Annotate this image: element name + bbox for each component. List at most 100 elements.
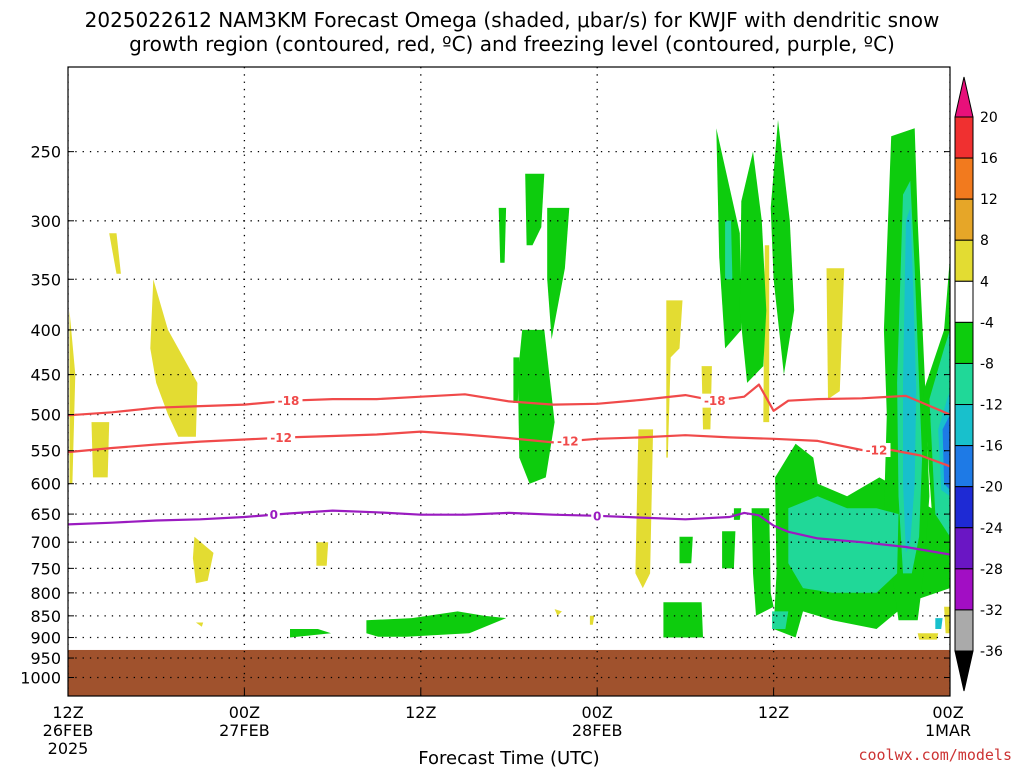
omega-region-8 [589,615,595,625]
omega-region-28 [739,151,767,383]
colorbar-bin-6 [954,321,974,364]
y-tick-label-950: 950 [30,649,61,668]
y-tick-label-450: 450 [30,366,61,385]
contour-label-1-0: -12 [270,431,292,445]
plot-frame [67,66,951,697]
omega-colorbar: 20 16 12 8 4 -4 -8 -12 -16 -20 -24 -28 -32 -36 [954,76,1003,692]
colorbar-tick-11: -28 [980,562,1003,578]
contour-label-0-1: -18 [704,394,726,408]
colorbar-tick-3: 8 [980,233,989,249]
contour-label-1-1: -12 [557,435,579,449]
x-tick-label-2-0: 12Z [405,703,436,722]
colorbar-bin-1 [954,116,974,159]
omega-region-6 [316,542,329,566]
contour-label-1-2: -12 [866,444,888,458]
gridlines [68,67,950,696]
omega-region-23 [663,602,703,638]
contour-label-bg-2-0 [267,507,280,522]
omega-region-15 [944,606,950,634]
contour-dgz-0 [68,383,950,417]
omega-region-19 [547,207,570,340]
omega-region-4 [192,536,214,584]
chart-title-line-2: growth region (contoured, red, ºC) and f… [129,32,895,56]
colorbar-bin-11 [954,527,974,570]
omega-region-7 [554,609,562,616]
x-tick-label-1-1: 27FEB [219,721,270,740]
y-tick-label-700: 700 [30,533,61,552]
y-tick-label-250: 250 [30,143,61,162]
contour-label-bg-0-0 [274,393,303,408]
x-tick-label-3-1: 28FEB [572,721,623,740]
colorbar-bin-10 [954,486,974,529]
x-tick-label-5-1: 1MAR [925,721,971,740]
contour-label-bg-1-1 [553,434,582,449]
contour-label-bg-2-1 [591,508,604,523]
colorbar-top-arrow [954,76,974,118]
x-tick-label-4-0: 12Z [758,703,789,722]
contour-label-0-0: -18 [278,394,300,408]
colorbar-bin-7 [954,362,974,406]
omega-region-24 [679,536,693,564]
colorbar-tick-10: -24 [980,521,1003,537]
y-tick-label-300: 300 [30,212,61,231]
contour-label-bg-1-2 [862,443,891,458]
y-tick-label-500: 500 [30,406,61,425]
omega-region-18 [517,329,555,484]
contour-label-bg-0-1 [700,393,729,408]
omega-region-36 [788,496,899,593]
omega-region-41 [935,618,943,629]
y-tick-label-400: 400 [30,321,61,340]
omega-region-37 [725,220,733,280]
colorbar-tick-2: 12 [980,192,998,208]
colorbar-tick-5: -4 [980,315,994,331]
contour-label-bg-1-0 [267,430,296,445]
omega-region-22 [290,629,332,638]
chart-title-line-1: 2025022612 NAM3KM Forecast Omega (shaded… [85,8,940,32]
omega-region-16 [525,173,545,246]
x-tick-label-1-0: 00Z [229,703,260,722]
contour-dgz-1 [68,430,950,468]
x-tick-label-0-2: 2025 [48,739,89,758]
omega-region-42 [942,414,950,490]
colorbar-bin-2 [954,157,974,200]
colorbar-bin-12 [954,568,974,611]
y-tick-label-550: 550 [30,442,61,461]
contour-label-2-0: 0 [270,508,278,522]
y-tick-label-800: 800 [30,584,61,603]
colorbar-tick-9: -20 [980,480,1003,496]
y-tick-label-350: 350 [30,270,61,289]
omega-region-29 [770,120,795,375]
omega-region-39 [903,207,917,553]
omega-region-13 [826,268,845,400]
omega-region-10 [666,300,683,458]
x-tick-label-5-0: 00Z [932,703,963,722]
colorbar-tick-13: -36 [980,644,1003,660]
contour-label-2-1: 0 [593,509,601,523]
colorbar-bin-4 [954,239,974,282]
omega-region-3 [150,279,198,437]
colorbar-tick-8: -16 [980,439,1003,455]
x-tick-label-0-0: 12Z [52,703,83,722]
colorbar-tick-7: -12 [980,398,1003,414]
source-credit: coolwx.com/models [858,746,1012,764]
omega-region-1 [109,233,121,274]
contour-freezing-2 [68,509,950,556]
x-tick-label-3-0: 00Z [582,703,613,722]
omega-region-20 [513,357,520,403]
y-tick-label-900: 900 [30,629,61,648]
colorbar-bin-8 [954,404,974,447]
omega-region-17 [498,207,507,263]
colorbar-tick-6: -8 [980,356,994,372]
colorbar-tick-1: 16 [980,151,998,167]
colorbar-bin-9 [954,445,974,488]
colorbar-bottom-arrow [954,650,974,692]
y-tick-label-650: 650 [30,505,61,524]
x-axis-title: Forecast Time (UTC) [418,748,599,768]
colorbar-bin-5 [954,280,974,323]
colorbar-tick-12: -32 [980,603,1003,619]
y-tick-label-850: 850 [30,607,61,626]
ground-below-surface [68,649,950,696]
colorbar-tick-4: 4 [980,274,989,290]
